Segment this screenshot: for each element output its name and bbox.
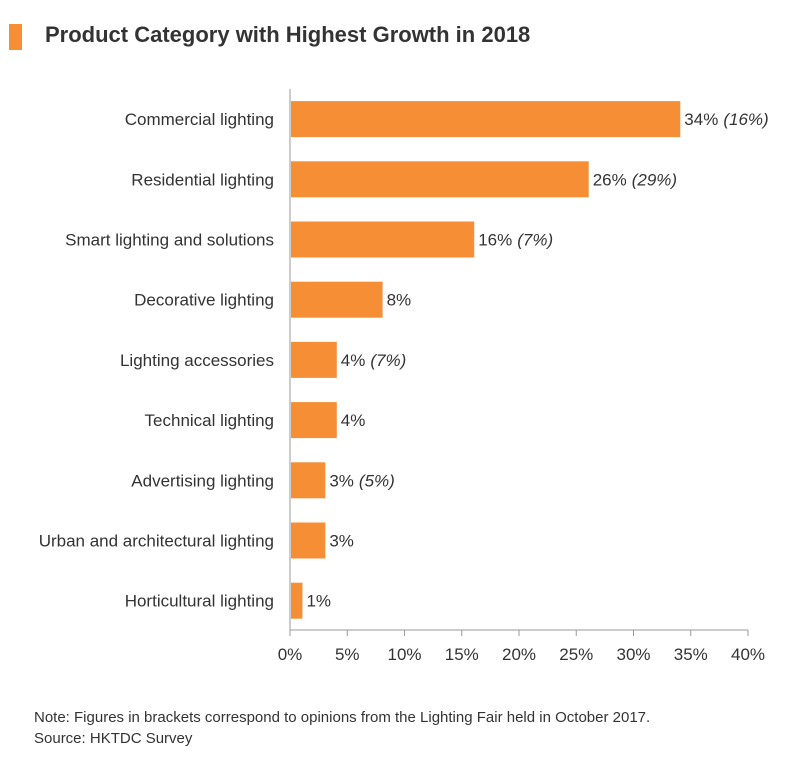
category-label-residential-lighting: Residential lighting	[131, 170, 274, 189]
category-label-urban-and-architectural-lighting: Urban and architectural lighting	[39, 532, 274, 551]
category-label-decorative-lighting: Decorative lighting	[134, 291, 274, 310]
data-label-horticultural-lighting: 1%	[306, 592, 331, 611]
bar-urban-and-architectural-lighting	[291, 522, 326, 559]
bar-technical-lighting	[291, 402, 337, 439]
data-label-decorative-lighting: 8%	[387, 291, 412, 310]
data-label-technical-lighting: 4%	[341, 411, 366, 430]
chart-notes: Note: Figures in brackets correspond to …	[34, 707, 650, 749]
x-tick-label-35: 35%	[674, 645, 708, 664]
x-tick-label-25: 25%	[559, 645, 593, 664]
category-label-technical-lighting: Technical lighting	[145, 411, 274, 430]
x-tick-label-0: 0%	[278, 645, 303, 664]
data-label-lighting-accessories: 4% (7%)	[341, 351, 406, 370]
x-tick-label-10: 10%	[387, 645, 421, 664]
bar-horticultural-lighting	[291, 582, 303, 619]
x-tick-label-20: 20%	[502, 645, 536, 664]
title-marker	[9, 24, 22, 50]
note-text: Note: Figures in brackets correspond to …	[34, 709, 651, 726]
bar-lighting-accessories	[291, 341, 337, 378]
data-label-smart-lighting-and-solutions: 16% (7%)	[478, 231, 553, 250]
category-label-lighting-accessories: Lighting accessories	[120, 351, 274, 370]
x-tick-label-40: 40%	[731, 645, 765, 664]
x-tick-label-5: 5%	[335, 645, 360, 664]
bar-chart: Commercial lighting 34% (16%) Residential l…	[39, 89, 769, 664]
data-label-urban-and-architectural-lighting: 3%	[329, 532, 354, 551]
category-label-horticultural-lighting: Horticultural lighting	[125, 592, 274, 611]
category-label-commercial-lighting: Commercial lighting	[125, 110, 274, 129]
category-label-smart-lighting-and-solutions: Smart lighting and solutions	[65, 231, 274, 250]
data-label-commercial-lighting: 34% (16%)	[684, 110, 768, 129]
chart-title: Product Category with Highest Growth in …	[45, 22, 531, 47]
bar-decorative-lighting	[291, 281, 383, 318]
source-text: Source: HKTDC Survey	[34, 730, 193, 747]
bar-commercial-lighting	[291, 101, 681, 138]
x-tick-label-30: 30%	[616, 645, 650, 664]
bar-residential-lighting	[291, 161, 589, 198]
data-label-advertising-lighting: 3% (5%)	[329, 471, 394, 490]
bar-advertising-lighting	[291, 462, 326, 499]
bar-smart-lighting-and-solutions	[291, 221, 475, 258]
data-label-residential-lighting: 26% (29%)	[593, 170, 677, 189]
x-tick-label-15: 15%	[445, 645, 479, 664]
category-label-advertising-lighting: Advertising lighting	[131, 471, 274, 490]
